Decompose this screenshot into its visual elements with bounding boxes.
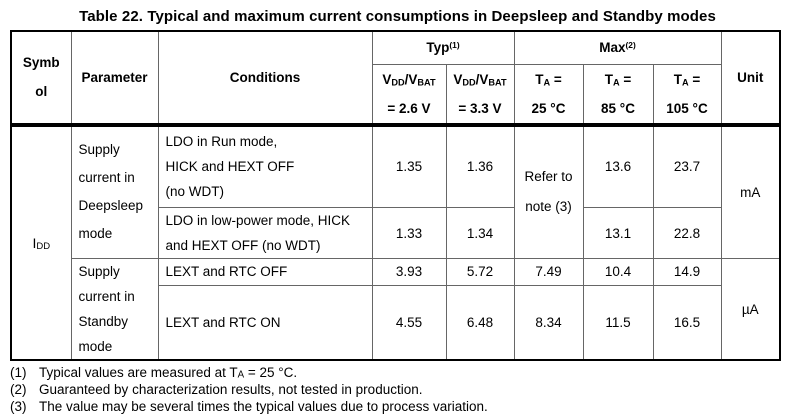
current-consumption-table: Symb ol Parameter Conditions Typ(1) Max(… [10, 30, 781, 361]
cell-max105-standby-rtc-off: 14.9 [652, 258, 722, 286]
cell-max105-deepsleep-lowpower: 22.8 [652, 207, 722, 259]
col-group-max: Max(2) [513, 30, 722, 65]
cell-max25-standby-rtc-on: 8.34 [513, 284, 584, 361]
cell-conditions-deepsleep-lowpower: LDO in low-power mode, HICK and HEXT OFF… [157, 207, 373, 259]
footnote-2-number: (2) [10, 382, 27, 397]
cell-conditions-standby-rtc-on: LEXT and RTC ON [157, 284, 373, 361]
col-header-ta-25: TA = 25 °C [513, 63, 584, 125]
col-header-parameter: Parameter [70, 30, 159, 125]
cell-typ33-deepsleep-run: 1.36 [445, 122, 515, 208]
cell-conditions-standby-rtc-off: LEXT and RTC OFF [157, 258, 373, 286]
cell-max85-deepsleep-run: 13.6 [582, 122, 654, 208]
cell-conditions-deepsleep-run: LDO in Run mode, HICK and HEXT OFF (no W… [157, 122, 373, 208]
footnote-1: (1) Typical values are measured at TA = 2… [10, 365, 795, 381]
footnote-3: (3) The value may be several times the ty… [10, 399, 795, 415]
footnote-2: (2) Guaranteed by characterization result… [10, 382, 795, 398]
cell-unit-standby: µA [720, 258, 781, 361]
footnote-3-number: (3) [10, 399, 27, 414]
col-group-typ: Typ(1) [371, 30, 515, 65]
row-deepsleep-lowpower: LDO in low-power mode, HICK and HEXT OFF… [11, 207, 780, 259]
col-header-vdd-3v3: VDD/VBAT = 3.3 V [445, 63, 515, 125]
cell-max25-standby-rtc-off: 7.49 [513, 258, 584, 286]
cell-max25-deepsleep-note: Refer to note (3) [513, 122, 584, 259]
col-header-vdd-2v6: VDD/VBAT = 2.6 V [371, 63, 447, 125]
cell-typ26-standby-rtc-on: 4.55 [371, 284, 447, 361]
cell-typ33-deepsleep-lowpower: 1.34 [445, 207, 515, 259]
cell-max105-standby-rtc-on: 16.5 [652, 284, 722, 361]
cell-max85-standby-rtc-on: 11.5 [582, 284, 654, 361]
row-deepsleep-run: IDD Supply current in Deepsleep mode LDO… [10, 122, 781, 361]
cell-typ26-deepsleep-lowpower: 1.33 [371, 207, 447, 259]
cell-typ33-standby-rtc-on: 6.48 [445, 284, 515, 361]
cell-max85-deepsleep-lowpower: 13.1 [582, 207, 654, 259]
col-header-conditions: Conditions [157, 30, 373, 125]
typ-footnote-ref: (1) [449, 40, 460, 51]
row-standby-rtc-off: Supply current in Standby mode LEXT and … [11, 258, 781, 361]
col-header-ta-105: TA = 105 °C [652, 63, 722, 125]
cell-symbol-idd: IDD [10, 122, 72, 361]
footnote-2-text: Guaranteed by characterization results, … [39, 382, 423, 397]
col-header-ta-85: TA = 85 °C [582, 63, 654, 125]
col-header-unit: Unit [720, 30, 781, 125]
row-standby-rtc-on: LEXT and RTC ON 4.55 6.48 8.34 11.5 16.5 [11, 284, 780, 361]
table-title: Table 22. Typical and maximum current co… [79, 8, 716, 25]
footnote-1-number: (1) [10, 365, 27, 380]
cell-typ26-standby-rtc-off: 3.93 [371, 258, 447, 286]
cell-typ26-deepsleep-run: 1.35 [371, 122, 447, 208]
cell-typ33-standby-rtc-off: 5.72 [445, 258, 515, 286]
cell-max85-standby-rtc-off: 10.4 [582, 258, 654, 286]
cell-max105-deepsleep-run: 23.7 [652, 122, 722, 208]
footnote-3-text: The value may be several times the typic… [39, 399, 488, 414]
header-row-subcolumns: VDD/VBAT = 2.6 V VDD/VBAT = 3.3 V TA = 2… [11, 63, 780, 125]
cell-parameter-standby: Supply current in Standby mode [70, 258, 159, 361]
footnotes: (1) Typical values are measured at TA = 2… [10, 365, 795, 415]
footnote-1-text: Typical values are measured at TA = 25 °… [39, 365, 298, 381]
col-header-symbol: Symb ol [10, 30, 72, 125]
max-footnote-ref: (2) [625, 40, 636, 51]
cell-unit-deepsleep: mA [720, 122, 781, 259]
cell-parameter-deepsleep: Supply current in Deepsleep mode [70, 122, 159, 259]
header-row-groups: Symb ol Parameter Conditions Typ(1) Max(… [10, 30, 781, 125]
